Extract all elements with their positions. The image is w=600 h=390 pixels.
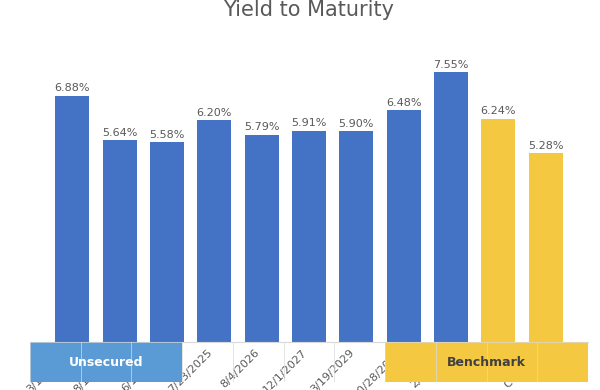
Bar [150, 142, 184, 342]
FancyBboxPatch shape [30, 342, 182, 382]
Text: 5.90%: 5.90% [338, 119, 374, 129]
Text: 5.91%: 5.91% [292, 118, 326, 128]
Bar [339, 131, 373, 342]
Bar [103, 140, 137, 342]
Bar [529, 153, 563, 342]
Text: 5.28%: 5.28% [528, 141, 563, 151]
Bar [386, 110, 421, 342]
Text: 6.20%: 6.20% [197, 108, 232, 118]
Title: Yield to Maturity: Yield to Maturity [223, 0, 395, 20]
Text: 5.79%: 5.79% [244, 122, 280, 133]
Text: 5.64%: 5.64% [102, 128, 137, 138]
Text: 6.24%: 6.24% [481, 106, 516, 116]
Text: 5.58%: 5.58% [149, 130, 185, 140]
Text: Unsecured: Unsecured [69, 356, 143, 369]
Bar [55, 96, 89, 342]
Bar [481, 119, 515, 342]
Text: 7.55%: 7.55% [433, 60, 469, 69]
FancyBboxPatch shape [385, 342, 588, 382]
Text: 6.48%: 6.48% [386, 98, 421, 108]
Text: Benchmark: Benchmark [447, 356, 526, 369]
Bar [434, 72, 468, 342]
Bar [245, 135, 279, 342]
Bar [292, 131, 326, 342]
Text: 6.88%: 6.88% [55, 83, 90, 94]
Bar [197, 121, 232, 342]
